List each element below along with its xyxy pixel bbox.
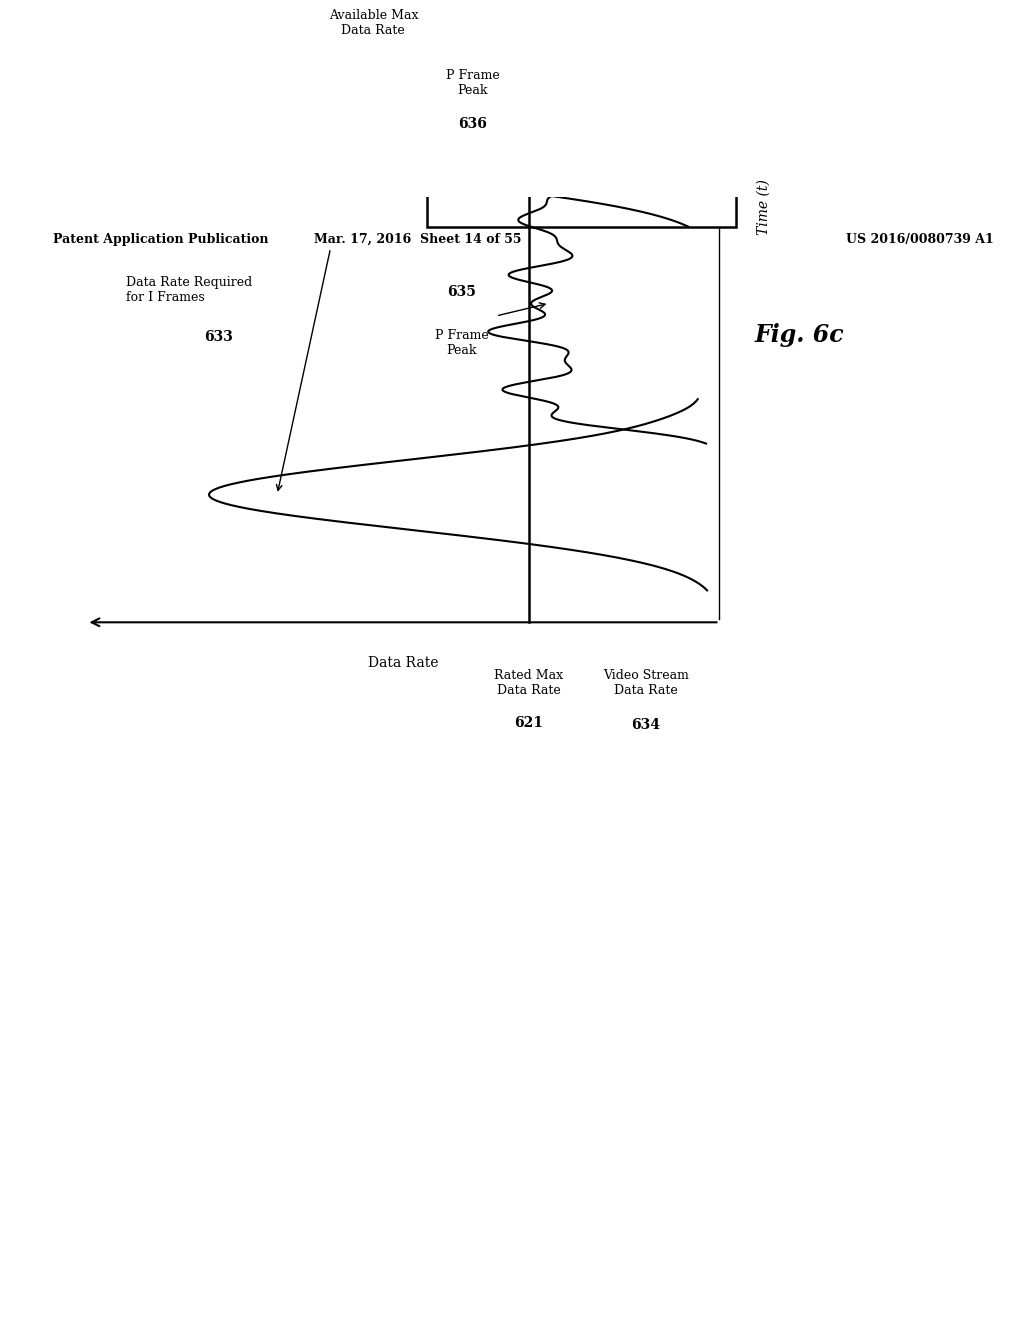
Text: 633: 633 xyxy=(204,330,233,345)
Text: Patent Application Publication: Patent Application Publication xyxy=(53,232,269,246)
Text: Data Rate: Data Rate xyxy=(368,656,438,671)
Text: Rated Max
Data Rate: Rated Max Data Rate xyxy=(495,669,563,697)
Text: 635: 635 xyxy=(447,285,476,298)
Bar xyxy=(427,0,736,227)
Text: 634: 634 xyxy=(631,718,660,733)
Bar xyxy=(736,0,787,16)
Text: P Frame
Peak: P Frame Peak xyxy=(435,329,488,356)
Text: Data Rate Required
for I Frames: Data Rate Required for I Frames xyxy=(126,276,253,305)
Text: Video Stream
Data Rate: Video Stream Data Rate xyxy=(603,669,688,697)
Text: US 2016/0080739 A1: US 2016/0080739 A1 xyxy=(846,232,993,246)
Text: P Frame
Peak: P Frame Peak xyxy=(445,69,500,96)
Text: Fig. 6c: Fig. 6c xyxy=(755,323,844,347)
Text: Mar. 17, 2016  Sheet 14 of 55: Mar. 17, 2016 Sheet 14 of 55 xyxy=(314,232,522,246)
Text: 621: 621 xyxy=(514,715,544,730)
Text: Available Max
Data Rate: Available Max Data Rate xyxy=(329,9,418,37)
Text: Time (t): Time (t) xyxy=(757,180,770,235)
Text: 636: 636 xyxy=(458,117,487,131)
